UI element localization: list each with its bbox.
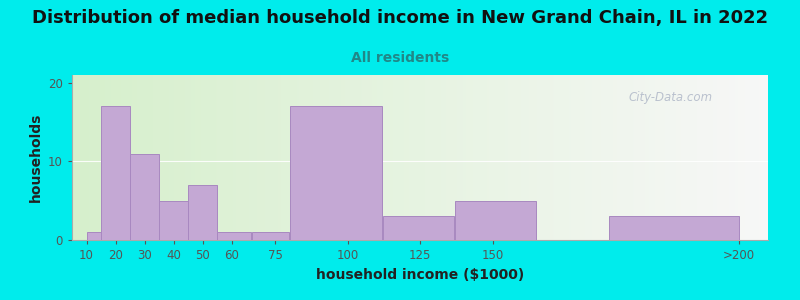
Y-axis label: households: households	[29, 113, 42, 202]
Bar	[252, 232, 289, 240]
Bar	[189, 185, 217, 240]
Text: City-Data.com: City-Data.com	[629, 92, 713, 104]
Bar	[102, 106, 130, 240]
Bar	[159, 201, 187, 240]
Bar	[290, 106, 382, 240]
Bar	[382, 216, 454, 240]
X-axis label: household income ($1000): household income ($1000)	[316, 268, 524, 282]
Bar	[130, 154, 158, 240]
Bar	[87, 232, 101, 240]
Bar	[609, 216, 738, 240]
Bar	[218, 232, 251, 240]
Text: Distribution of median household income in New Grand Chain, IL in 2022: Distribution of median household income …	[32, 9, 768, 27]
Text: All residents: All residents	[351, 51, 449, 65]
Bar	[455, 201, 535, 240]
